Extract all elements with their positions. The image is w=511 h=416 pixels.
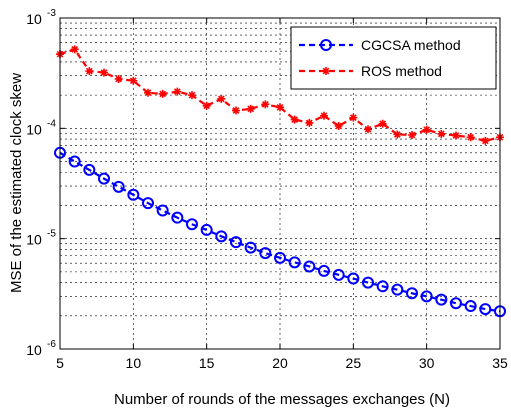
data-point: [435, 293, 448, 306]
data-point: [362, 276, 374, 289]
data-point: [420, 290, 433, 303]
data-point: [393, 130, 402, 139]
data-point: [481, 136, 490, 145]
data-point: [112, 180, 125, 193]
data-point: [391, 283, 404, 296]
data-point: [276, 103, 284, 112]
legend-label: ROS method: [361, 63, 442, 79]
data-point: [215, 230, 228, 243]
data-point: [186, 218, 198, 231]
data-point: [450, 297, 462, 310]
data-point: [437, 129, 446, 138]
data-point: [70, 45, 79, 54]
x-tick-label: 30: [419, 355, 435, 371]
series-layer: [54, 45, 506, 318]
y-tick-label: 10: [26, 121, 42, 137]
data-point: [114, 74, 123, 83]
data-point: [200, 223, 213, 236]
data-point: [230, 236, 242, 249]
x-tick-label: 25: [346, 355, 362, 371]
data-point: [232, 106, 240, 115]
x-tick-label: 35: [492, 355, 508, 371]
data-point: [378, 119, 387, 128]
data-point: [349, 113, 358, 122]
x-tick-label: 15: [199, 355, 215, 371]
data-point: [288, 256, 301, 269]
data-point: [83, 163, 96, 176]
y-tick-label: 10: [26, 232, 42, 248]
data-point: [364, 125, 372, 134]
data-point: [244, 241, 257, 254]
data-point: [261, 100, 270, 109]
data-point: [318, 264, 330, 277]
data-point: [173, 87, 182, 96]
legend: CGCSA method ROS method: [290, 26, 497, 90]
x-tick-label: 5: [56, 355, 64, 371]
y-tick-label: 10: [26, 11, 42, 27]
y-tick-exponent: -5: [47, 229, 56, 240]
y-tick-exponent: -4: [47, 118, 56, 129]
data-point: [479, 303, 492, 316]
legend-marker: [322, 67, 330, 75]
data-point: [100, 68, 108, 77]
data-point: [290, 115, 299, 124]
legend-label: CGCSA method: [361, 37, 461, 53]
data-point: [85, 67, 94, 76]
data-point: [464, 300, 477, 313]
series-line: [59, 151, 501, 313]
x-tick-label: 10: [126, 355, 142, 371]
data-point: [406, 287, 418, 300]
data-point: [217, 94, 226, 103]
data-point: [142, 197, 154, 210]
legend-box: [290, 26, 497, 90]
data-point: [171, 211, 184, 224]
data-point: [127, 188, 140, 201]
data-point: [452, 131, 460, 140]
data-point: [408, 131, 416, 140]
data-point: [144, 88, 152, 97]
data-point: [274, 251, 286, 264]
data-point: [320, 111, 328, 120]
y-tick-label: 10: [26, 342, 42, 358]
data-point: [305, 118, 314, 127]
x-axis-label: Number of rounds of the messages exchang…: [114, 391, 450, 408]
y-tick-exponent: -3: [47, 8, 56, 19]
data-point: [246, 104, 255, 113]
y-axis-label: MSE of the estimated clock skew: [8, 73, 25, 293]
x-tick-label: 20: [272, 355, 288, 371]
data-point: [466, 133, 475, 142]
data-point: [422, 125, 431, 134]
data-point: [156, 204, 169, 217]
data-point: [158, 89, 167, 98]
data-point: [376, 280, 389, 293]
legend-marker: [320, 39, 332, 51]
y-tick-exponent: -6: [47, 339, 56, 350]
data-point: [68, 155, 81, 168]
data-point: [202, 101, 211, 110]
series-cgcsa: [54, 146, 506, 318]
data-point: [129, 76, 138, 85]
data-point: [259, 247, 272, 260]
data-point: [332, 268, 345, 281]
ticks: 5 10 15 20 25 30 35 10 -6 10 -5 10 -4 10 -3: [26, 8, 508, 371]
data-point: [334, 121, 343, 130]
data-point: [303, 260, 316, 273]
data-point: [98, 172, 110, 185]
data-point: [347, 272, 360, 285]
data-point: [188, 91, 196, 100]
